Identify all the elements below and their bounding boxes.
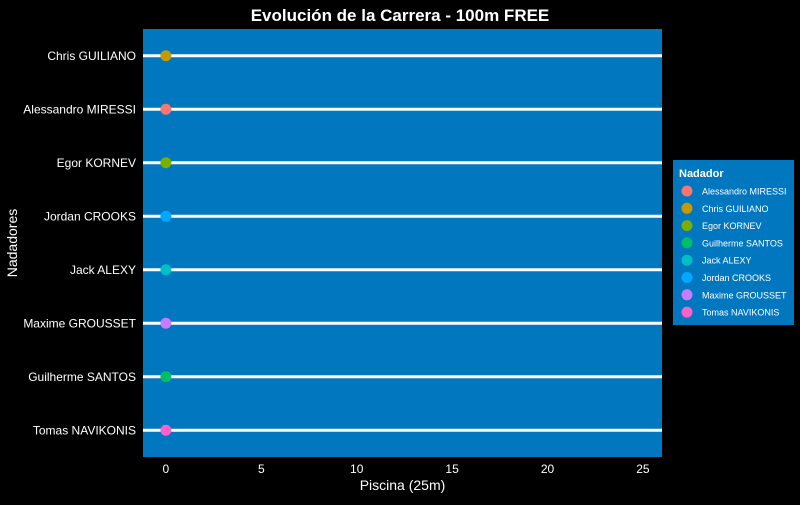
- legend-label: Alessandro MIRESSI: [702, 187, 787, 197]
- legend-label: Tomas NAVIKONIS: [702, 308, 779, 318]
- data-point: [160, 157, 172, 169]
- x-tick-label: 0: [163, 462, 170, 476]
- legend-key: [681, 254, 693, 266]
- data-point: [160, 103, 172, 115]
- legend-key: [681, 185, 693, 197]
- legend-items: Alessandro MIRESSI Chris GUILIANO Egor KOR…: [681, 185, 787, 318]
- data-point: [160, 317, 172, 329]
- x-tick-labels: 0 5 10 15 20 25: [163, 462, 650, 476]
- plot-panel: [143, 29, 662, 457]
- data-points: [160, 50, 172, 436]
- legend-label: Maxime GROUSSET: [702, 290, 787, 300]
- y-tick-label: Alessandro MIRESSI: [23, 102, 136, 116]
- legend: Nadador Alessandro MIRESSI Chris GUILIANO…: [673, 160, 794, 325]
- legend-label: Chris GUILIANO: [702, 204, 769, 214]
- legend-key: [681, 289, 693, 301]
- legend-label: Guilherme SANTOS: [702, 238, 783, 248]
- legend-key: [681, 272, 693, 283]
- legend-key: [681, 202, 693, 214]
- lane-lines: [143, 54, 662, 432]
- x-tick-label: 20: [541, 462, 555, 476]
- data-point: [160, 424, 172, 436]
- data-point: [160, 210, 172, 222]
- y-tick-labels: Chris GUILIANO Alessandro MIRESSI Egor KOR…: [23, 49, 136, 438]
- x-axis-label: Piscina (25m): [360, 477, 446, 493]
- x-tick-label: 10: [350, 462, 364, 476]
- y-tick-label: Jack ALEXY: [70, 263, 136, 277]
- y-tick-label: Chris GUILIANO: [47, 49, 136, 63]
- x-tick-label: 25: [636, 462, 650, 476]
- legend-title: Nadador: [679, 168, 724, 180]
- legend-key: [681, 220, 693, 232]
- legend-key: [681, 306, 693, 318]
- legend-label: Egor KORNEV: [702, 221, 762, 231]
- data-point: [160, 50, 172, 62]
- x-tick-label: 5: [258, 462, 265, 476]
- y-tick-label: Egor KORNEV: [57, 156, 136, 170]
- y-tick-label: Jordan CROOKS: [44, 209, 136, 223]
- y-axis-label: Nadadores: [4, 209, 20, 278]
- y-tick-label: Tomas NAVIKONIS: [33, 423, 136, 437]
- data-point: [160, 264, 172, 276]
- y-tick-label: Maxime GROUSSET: [23, 316, 136, 330]
- x-tick-label: 15: [445, 462, 459, 476]
- chart-title: Evolución de la Carrera - 100m FREE: [251, 6, 550, 25]
- y-tick-label: Guilherme SANTOS: [28, 370, 136, 384]
- legend-box: [673, 160, 794, 325]
- legend-label: Jordan CROOKS: [702, 273, 771, 283]
- legend-key: [681, 237, 693, 249]
- data-point: [160, 371, 172, 383]
- legend-label: Jack ALEXY: [702, 256, 752, 266]
